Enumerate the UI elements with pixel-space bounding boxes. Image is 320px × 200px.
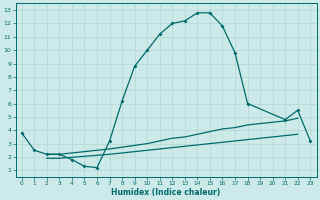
X-axis label: Humidex (Indice chaleur): Humidex (Indice chaleur)	[111, 188, 221, 197]
